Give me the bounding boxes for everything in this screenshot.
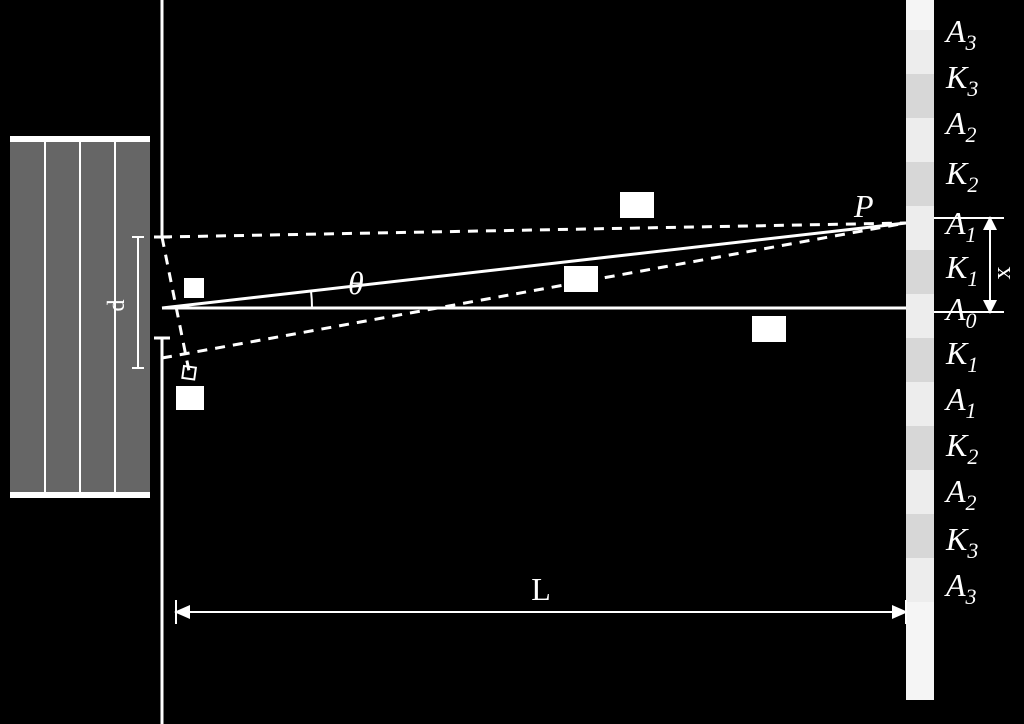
background [0, 0, 1024, 724]
diagram-svg: dθPA3K3A2K2A1K1A0K1A1K2A2K3A3xL [0, 0, 1024, 724]
fringe-3 [906, 162, 934, 206]
P-label: P [853, 188, 874, 224]
x-label: x [987, 267, 1016, 280]
fringe-5 [906, 250, 934, 294]
fringe-11 [906, 514, 934, 558]
fringe-0 [906, 30, 934, 74]
fringe-6 [906, 294, 934, 338]
fringe-4 [906, 206, 934, 250]
S1-box [184, 278, 204, 298]
fringe-1 [906, 74, 934, 118]
r1-box [620, 192, 654, 218]
fringe-10 [906, 470, 934, 514]
theta-label: θ [348, 265, 364, 301]
grating-cap-top [10, 136, 150, 142]
r2b-box [752, 316, 786, 342]
fringe-2 [906, 118, 934, 162]
fringe-7 [906, 338, 934, 382]
fringe-12 [906, 558, 934, 602]
fringe-8 [906, 382, 934, 426]
grating-cap-bottom [10, 492, 150, 498]
theta-arc [311, 291, 312, 308]
fringe-9 [906, 426, 934, 470]
L-label: L [531, 571, 551, 607]
S2-box [176, 386, 204, 410]
d-label: d [104, 300, 130, 312]
r2-box [564, 266, 598, 292]
